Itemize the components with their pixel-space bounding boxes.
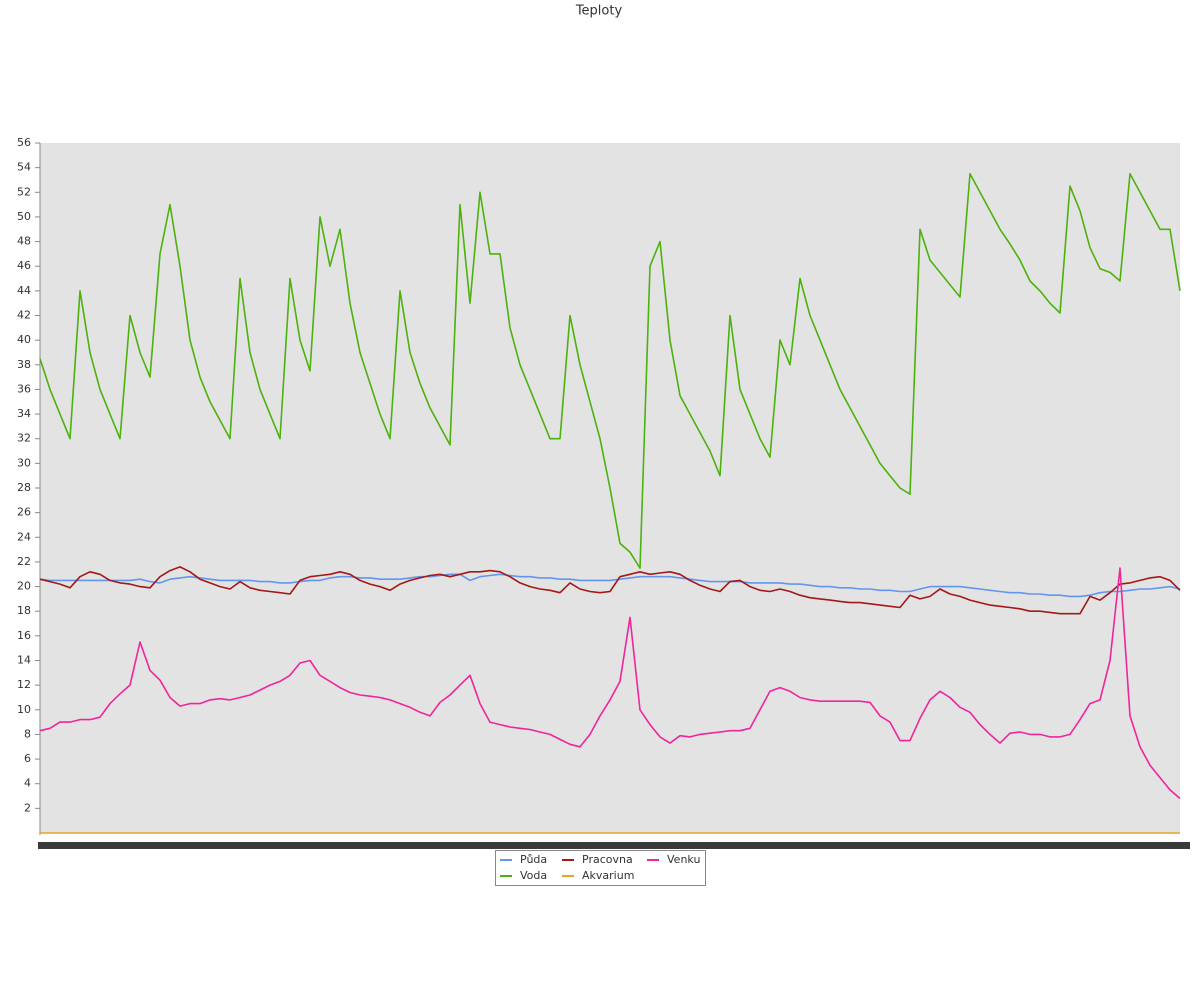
y-tick-label: 2 [24, 801, 31, 814]
legend-label: Voda [520, 869, 547, 882]
y-tick-label: 24 [17, 530, 31, 543]
x-tick-label-band [38, 842, 1190, 849]
series-line [39, 573, 1181, 598]
y-tick-label: 54 [17, 161, 31, 174]
legend-label: Akvarium [582, 869, 634, 882]
chart-title: Teploty [575, 4, 623, 19]
y-tick-label: 6 [24, 752, 31, 765]
y-tick-label: 34 [17, 407, 31, 420]
legend-label: Venku [667, 853, 700, 866]
y-tick-label: 52 [17, 185, 31, 198]
legend-label: Pracovna [582, 853, 633, 866]
y-tick-label: 28 [17, 481, 31, 494]
y-tick-label: 8 [24, 727, 31, 740]
legend-label: Půda [520, 853, 547, 866]
y-tick-label: 46 [17, 259, 31, 272]
y-tick-label: 4 [24, 777, 31, 790]
series-line [39, 567, 1181, 800]
y-tick-label: 26 [17, 506, 31, 519]
y-tick-label: 44 [17, 284, 31, 297]
y-tick-label: 14 [17, 654, 31, 667]
y-tick-label: 42 [17, 309, 31, 322]
legend-box [495, 850, 706, 886]
y-tick-label: 48 [17, 235, 31, 248]
y-tick-label: 22 [17, 555, 31, 568]
y-tick-label: 12 [17, 678, 31, 691]
y-tick-label: 32 [17, 432, 31, 445]
y-tick-label: 40 [17, 333, 31, 346]
y-tick-label: 10 [17, 703, 31, 716]
series-line [39, 566, 1181, 615]
y-tick-label: 18 [17, 604, 31, 617]
series-line [39, 173, 1181, 569]
y-tick-label: 30 [17, 456, 31, 469]
y-tick-label: 20 [17, 580, 31, 593]
y-tick-label: 36 [17, 382, 31, 395]
y-tick-label: 16 [17, 629, 31, 642]
y-tick-label: 38 [17, 358, 31, 371]
y-tick-label: 50 [17, 210, 31, 223]
y-tick-label: 56 [17, 136, 31, 149]
